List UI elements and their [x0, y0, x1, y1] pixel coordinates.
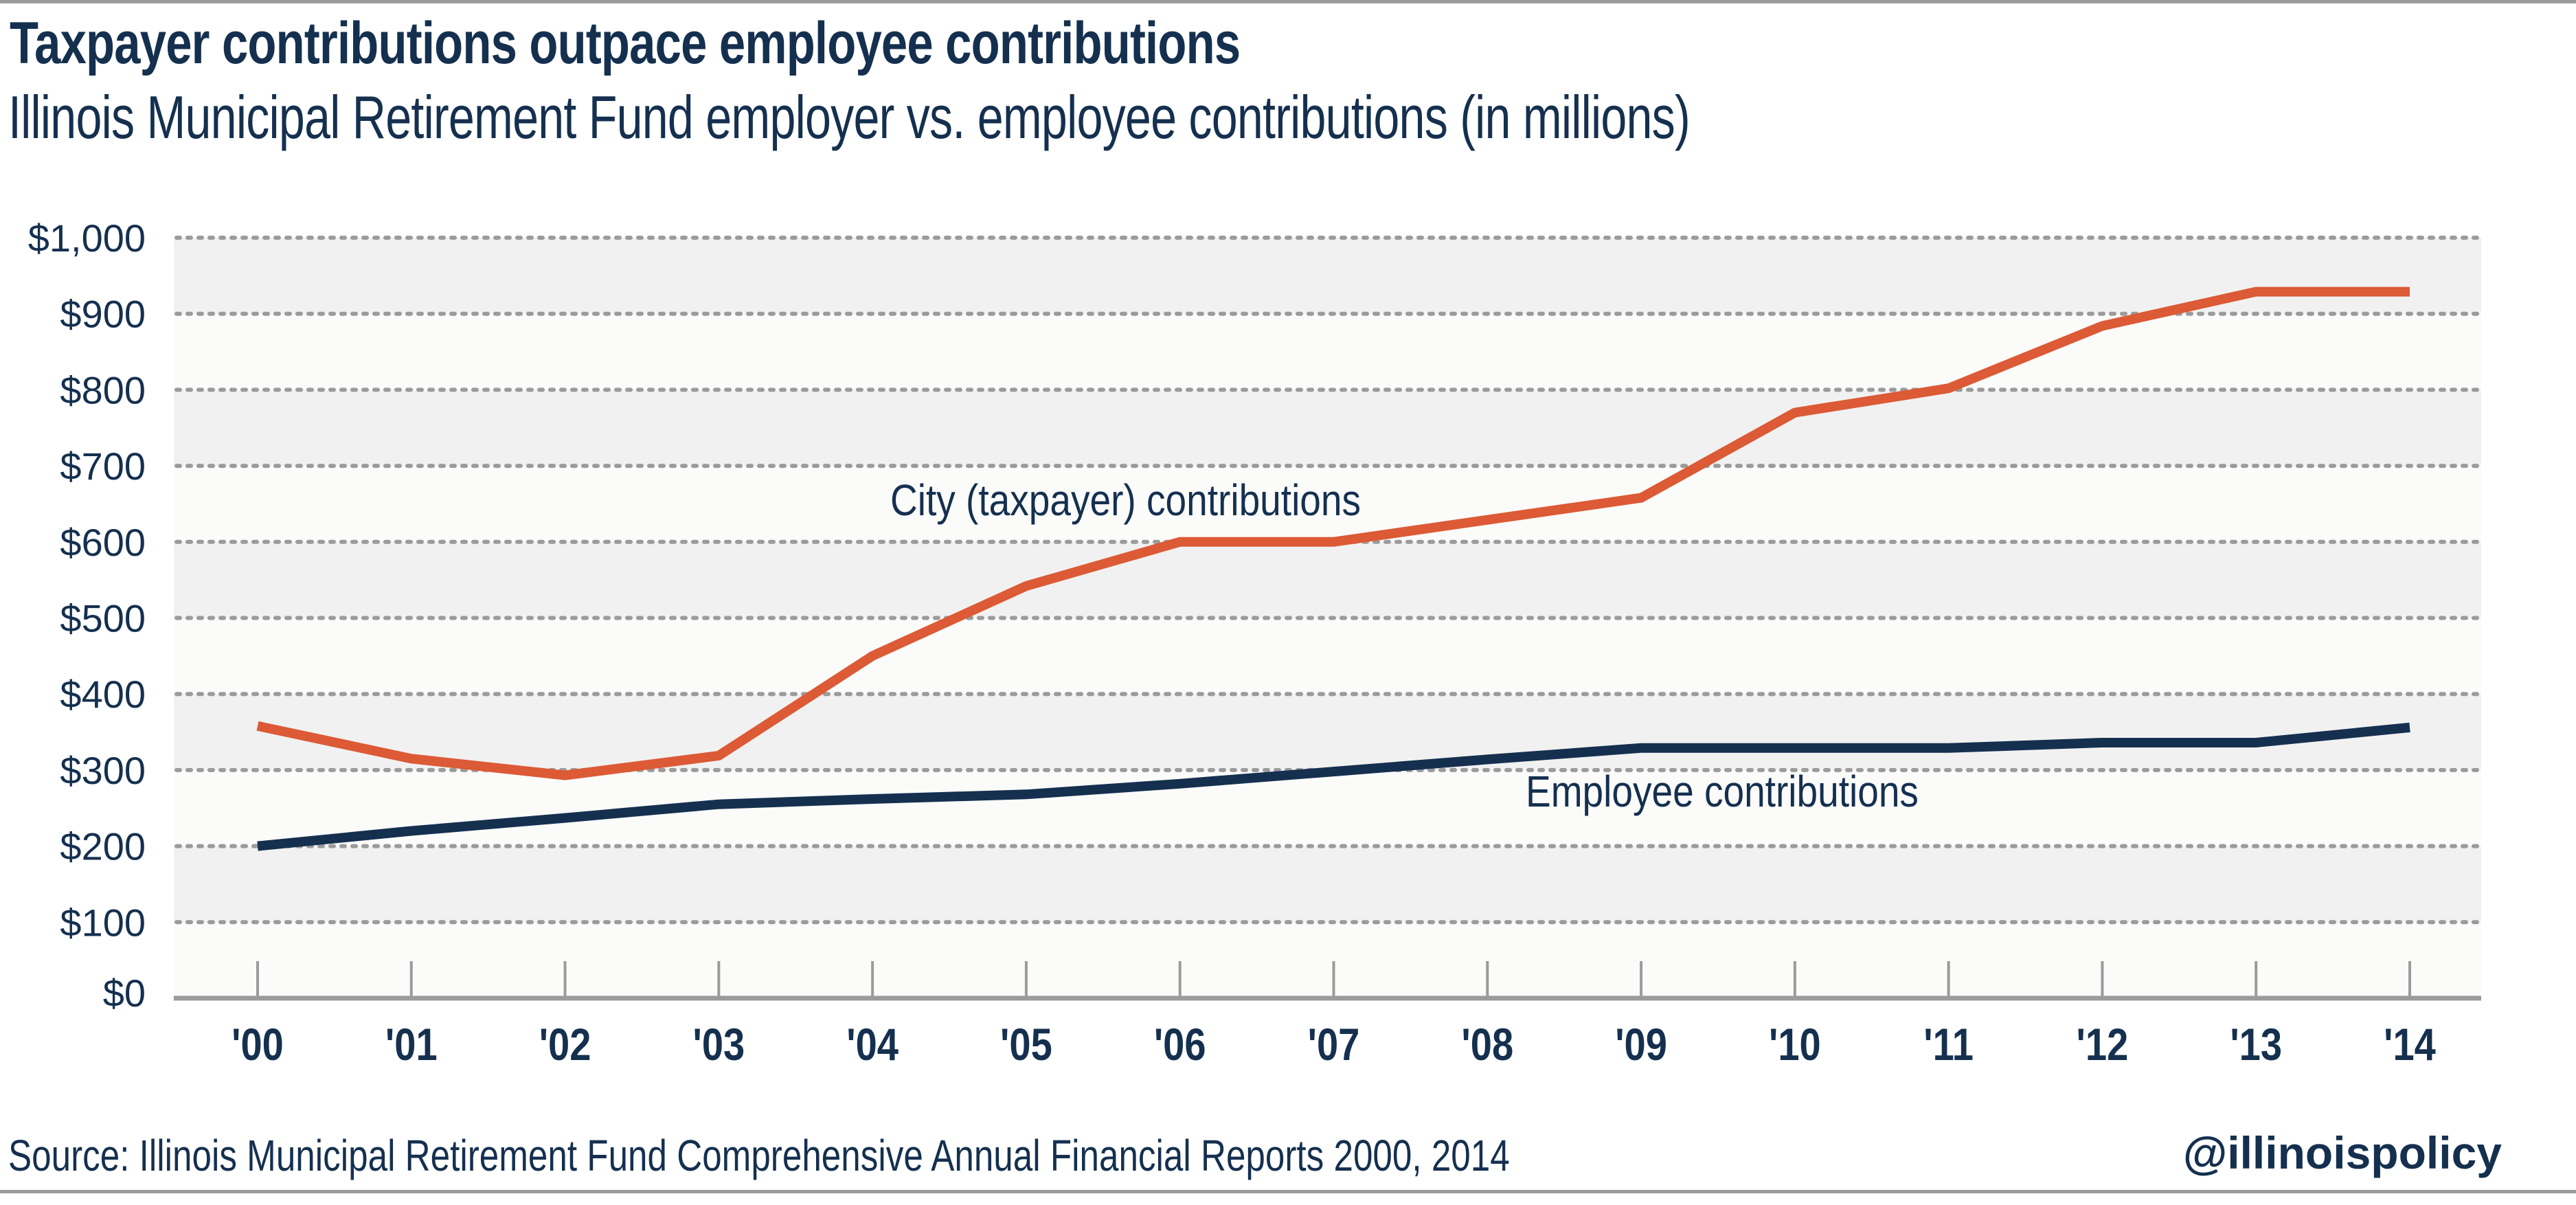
x-tick-label: '05: [1000, 1020, 1052, 1070]
x-tick-label: '06: [1154, 1020, 1206, 1070]
chart-subtitle: Illinois Municipal Retirement Fund emplo…: [8, 83, 1691, 151]
x-axis-ticks: [256, 961, 2411, 998]
employee-contributions-label: Employee contributions: [1526, 767, 1919, 816]
plot-band: [174, 618, 2481, 695]
y-tick-label: $800: [60, 368, 146, 412]
city-contributions-label: City (taxpayer) contributions: [890, 475, 1361, 525]
y-tick-label: $200: [60, 825, 146, 868]
plot-band: [174, 769, 2481, 846]
y-tick-label: $300: [60, 749, 146, 792]
y-tick-label: $0: [103, 971, 146, 1015]
x-tick-label: '09: [1615, 1020, 1667, 1070]
x-tick-label: '04: [846, 1020, 899, 1070]
city-contributions-line: [256, 286, 2410, 780]
x-tick-label: '11: [1923, 1020, 1974, 1070]
y-tick-label: $1,000: [28, 216, 146, 260]
x-tick-label: '01: [385, 1020, 438, 1070]
background-bands: [174, 238, 2481, 998]
plot-band: [174, 238, 2481, 314]
x-tick-label: '00: [231, 1020, 284, 1070]
series-lines: [256, 286, 2410, 851]
x-axis-labels: '00 '01 '02 '03 '04 '05 '06 '07 '08 '09 '10 '11 '12 '…: [231, 1020, 2436, 1070]
plot-band: [174, 390, 2481, 466]
y-tick-label: $900: [60, 293, 146, 336]
x-tick-label: '07: [1308, 1020, 1360, 1070]
employee-contributions-line: [257, 722, 2410, 851]
y-tick-label: $400: [60, 673, 146, 716]
y-axis-labels: $0 $100 $200 $300 $400 $500 $600 $700 $800 $900 $1…: [28, 216, 146, 1015]
x-tick-label: '02: [539, 1020, 591, 1070]
x-tick-label: '14: [2384, 1020, 2436, 1070]
y-tick-label: $500: [60, 597, 146, 640]
series-annotations: City (taxpayer) contributions Employee co…: [890, 475, 1919, 816]
plot-band: [174, 541, 2481, 618]
source-note: Source: Illinois Municipal Retirement Fu…: [8, 1131, 1510, 1180]
bottom-rule: [0, 1190, 2576, 1193]
top-rule: [0, 0, 2576, 3]
x-tick-label: '03: [692, 1020, 745, 1070]
x-tick-label: '13: [2230, 1020, 2282, 1070]
x-tick-label: '10: [1769, 1020, 1821, 1070]
plot-band: [174, 922, 2481, 998]
y-tick-label: $100: [60, 901, 146, 944]
x-tick-label: '08: [1461, 1020, 1513, 1070]
plot-band: [174, 466, 2481, 542]
y-tick-label: $700: [60, 444, 146, 488]
x-tick-label: '12: [2077, 1020, 2129, 1070]
y-tick-label: $600: [60, 521, 146, 564]
twitter-handle[interactable]: @illinoispolicy: [2182, 1127, 2502, 1178]
plot-band: [174, 694, 2481, 770]
plot-band: [174, 313, 2481, 390]
chart-title: Taxpayer contributions outpace employee …: [10, 10, 1241, 76]
plot-band: [174, 846, 2481, 923]
